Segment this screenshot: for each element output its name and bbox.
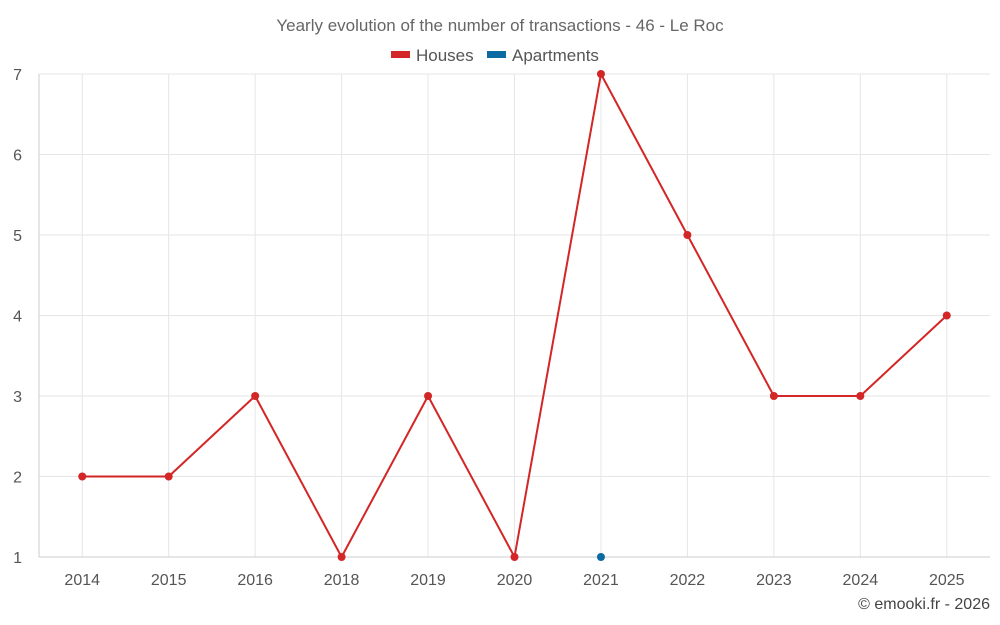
y-tick-label: 5: [13, 228, 22, 245]
data-point-houses[interactable]: [337, 553, 346, 561]
series: [78, 70, 951, 561]
data-point-houses[interactable]: [424, 392, 433, 400]
y-tick-label: 1: [13, 550, 22, 567]
legend-swatch-apartments: [487, 51, 506, 58]
legend-swatch-houses: [391, 51, 410, 58]
data-point-houses[interactable]: [942, 311, 951, 320]
legend-label-houses: Houses: [416, 46, 474, 65]
y-tick-label: 3: [13, 389, 22, 406]
x-tick-label: 2018: [324, 572, 360, 589]
x-tick-label: 2022: [670, 572, 706, 589]
y-tick-label: 6: [13, 148, 22, 165]
data-point-houses[interactable]: [769, 392, 778, 400]
y-tick-label: 7: [13, 67, 22, 84]
chart-title: Yearly evolution of the number of transa…: [276, 16, 724, 35]
x-tick-label: 2023: [756, 572, 792, 589]
data-point-apartments[interactable]: [596, 553, 605, 561]
legend-label-apartments: Apartments: [512, 46, 599, 65]
axes: 1 2 3 4 5 6 7 2014 2015 2016 2018 2019 2020 2021 2022 2…: [13, 67, 990, 589]
credit-text: © emooki.fr - 2026: [858, 596, 990, 613]
grid: [39, 73, 990, 557]
x-tick-label: 2020: [497, 572, 533, 589]
data-point-houses[interactable]: [251, 392, 260, 400]
data-point-houses[interactable]: [510, 553, 519, 561]
data-point-houses[interactable]: [78, 472, 87, 481]
x-tick-label: 2015: [151, 572, 187, 589]
data-point-houses[interactable]: [596, 70, 605, 78]
legend: Houses Apartments: [391, 46, 599, 65]
x-tick-label: 2021: [583, 572, 619, 589]
x-tick-label: 2024: [843, 572, 879, 589]
data-point-houses[interactable]: [164, 472, 173, 481]
data-point-houses[interactable]: [683, 231, 692, 239]
x-tick-label: 2016: [237, 572, 273, 589]
x-tick-label: 2014: [64, 572, 100, 589]
x-tick-label: 2019: [410, 572, 446, 589]
data-point-houses[interactable]: [856, 392, 865, 400]
y-tick-label: 2: [13, 470, 22, 487]
y-tick-label: 4: [13, 309, 22, 326]
x-tick-label: 2025: [929, 572, 965, 589]
